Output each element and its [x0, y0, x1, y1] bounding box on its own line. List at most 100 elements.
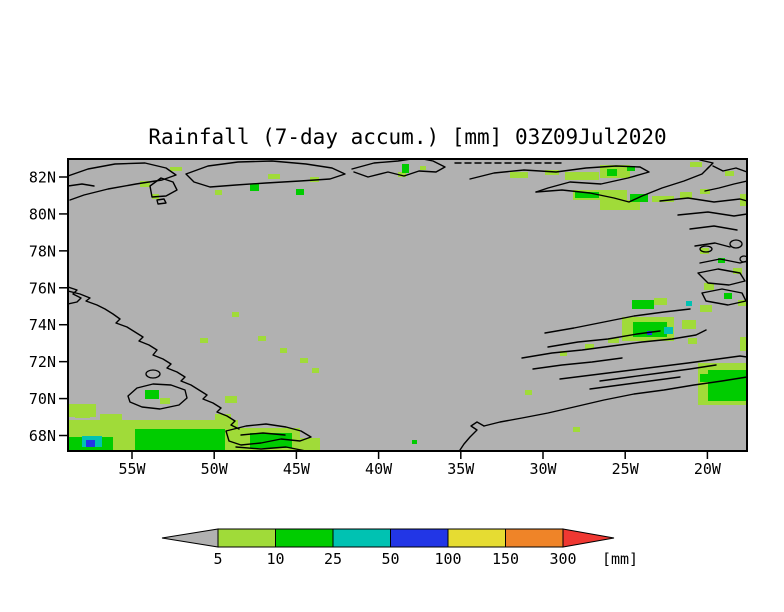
- lat-tick-label: 74N: [29, 316, 56, 334]
- colorbar-segment: [332, 528, 391, 548]
- coastline-southeast-coast-end: [459, 421, 485, 451]
- rain-patch: [632, 300, 654, 309]
- lon-tick-label: 30W: [529, 460, 557, 478]
- colorbar-level-label: 150: [492, 550, 519, 568]
- rain-patch: [215, 190, 222, 195]
- colorbar-segment: [447, 528, 506, 548]
- rain-patch: [398, 172, 406, 177]
- rain-patch: [145, 390, 159, 399]
- coastline-northeast-hook: [535, 166, 710, 203]
- coastline-nares-peninsula: [149, 177, 178, 198]
- rain-patch: [510, 172, 528, 178]
- rain-patch: [402, 164, 409, 173]
- colorbar-segment: [505, 528, 564, 548]
- rain-patch: [664, 327, 673, 334]
- rain-patch: [268, 174, 280, 179]
- coastline-southwest-loop: [225, 423, 312, 446]
- rain-patch: [724, 293, 732, 299]
- coastline-north-coast-loop: [185, 160, 346, 188]
- rain-patch: [573, 427, 580, 432]
- lat-tick-label: 80N: [29, 205, 56, 223]
- coastline-scoresby-fjord-1: [544, 308, 691, 334]
- island-outline: [145, 369, 161, 379]
- lon-tick-label: 45W: [283, 460, 311, 478]
- coastline-east-fjord-1: [659, 197, 747, 203]
- rain-patch: [100, 414, 122, 424]
- colorbar-right-arrow: [562, 528, 615, 548]
- rain-patch: [708, 370, 747, 401]
- rain-patch: [690, 162, 702, 167]
- rain-patch: [225, 396, 237, 403]
- coastline-scoresby-fjord-2: [547, 330, 661, 348]
- rain-patch: [688, 338, 697, 344]
- rain-patch: [135, 429, 225, 451]
- rain-patch: [700, 248, 709, 254]
- rain-patch: [585, 344, 594, 349]
- coastline-southwest-shore-1: [235, 446, 307, 451]
- rain-patch: [86, 440, 95, 447]
- rain-patch: [565, 172, 599, 180]
- rain-patch: [600, 200, 640, 210]
- rain-patch: [733, 268, 742, 274]
- rain-patch: [738, 300, 746, 306]
- coastline-north-coast-zigzag: [351, 159, 446, 178]
- lon-tick-label: 25W: [612, 460, 640, 478]
- rain-patch: [420, 166, 426, 170]
- colorbar-segment: [217, 528, 276, 548]
- coastline-ne-cape-3: [704, 180, 747, 192]
- coastline-east-fjord-3: [689, 225, 738, 231]
- lat-tick-label: 70N: [29, 390, 56, 408]
- rain-patch: [312, 368, 319, 373]
- coastline-east-fjord-2: [677, 211, 747, 217]
- coastline-ne-cape-1: [699, 159, 714, 170]
- rain-patch: [680, 192, 692, 198]
- coastline-ne-cape-2: [712, 165, 747, 173]
- coastline-west-coast: [68, 290, 240, 430]
- island-outline: [739, 255, 747, 263]
- chart-title: Rainfall (7-day accum.) [mm] 03Z09Jul202…: [148, 125, 667, 149]
- coastline-east-island-loop-1: [697, 268, 746, 286]
- rain-patch: [250, 184, 259, 191]
- colorbar-segment: [390, 528, 449, 548]
- island-outline: [729, 239, 743, 249]
- coastline-scoresby-fjord-3: [521, 329, 707, 359]
- lat-tick-label: 76N: [29, 279, 56, 297]
- rain-patch: [298, 438, 320, 451]
- rain-patch: [740, 337, 747, 351]
- rain-patch: [608, 338, 619, 343]
- rain-patch: [725, 171, 734, 176]
- rain-patch: [160, 398, 170, 404]
- coastline-scoresby-fjord-4: [532, 357, 623, 370]
- rain-patch: [652, 196, 674, 202]
- colorbar-level-label: 10: [266, 550, 284, 568]
- coastline-southwest-shore-2: [240, 432, 286, 436]
- colorbar-level-label: 300: [549, 550, 576, 568]
- rain-patch: [170, 167, 182, 171]
- coastline-southeast-spine: [559, 355, 747, 380]
- rain-patch: [300, 358, 308, 363]
- lon-tick-label: 40W: [365, 460, 393, 478]
- rain-patch: [232, 312, 239, 317]
- coastline-west-edge-squiggle: [68, 286, 82, 305]
- rain-patch: [412, 440, 417, 444]
- lon-tick-label: 20W: [694, 460, 722, 478]
- rain-patch: [700, 374, 710, 382]
- rain-patch: [215, 414, 231, 422]
- map-border: [67, 158, 748, 452]
- colorbar-level-label: 100: [434, 550, 461, 568]
- coastline-east-fjord-4: [694, 242, 731, 248]
- rain-patch: [560, 351, 567, 356]
- island-outline: [699, 245, 713, 253]
- rain-patch: [200, 338, 208, 343]
- coastline-scoresby-inner-2: [589, 376, 681, 390]
- colorbar-unit-label: [mm]: [602, 550, 638, 568]
- coastline-scoresby-inner-1: [599, 364, 717, 382]
- rain-patch: [296, 189, 304, 195]
- rain-patch: [525, 390, 532, 395]
- rain-patch: [280, 348, 287, 353]
- coastline-disko-island: [127, 383, 188, 410]
- colorbar-left-arrow: [161, 528, 219, 548]
- rain-patch: [686, 301, 692, 306]
